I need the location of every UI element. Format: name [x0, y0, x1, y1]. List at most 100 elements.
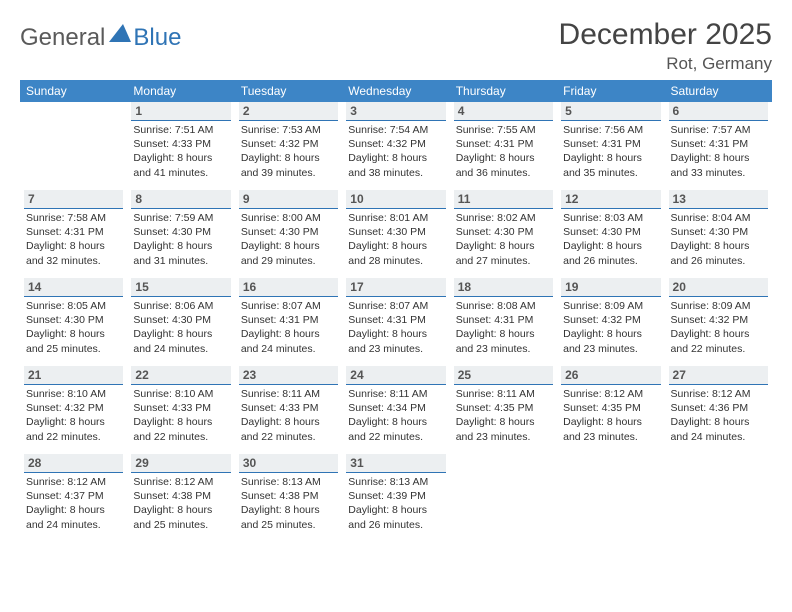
- daylight-line2: and 23 minutes.: [348, 342, 443, 356]
- daylight-line1: Daylight: 8 hours: [348, 327, 443, 341]
- sunset-text: Sunset: 4:34 PM: [348, 401, 443, 415]
- day-cell: 20Sunrise: 8:09 AMSunset: 4:32 PMDayligh…: [665, 278, 772, 360]
- sunrise-text: Sunrise: 8:11 AM: [241, 387, 336, 401]
- day-info: Sunrise: 7:54 AMSunset: 4:32 PMDaylight:…: [346, 123, 445, 180]
- day-cell: 11Sunrise: 8:02 AMSunset: 4:30 PMDayligh…: [450, 190, 557, 272]
- day-info: Sunrise: 7:58 AMSunset: 4:31 PMDaylight:…: [24, 211, 123, 268]
- daylight-line1: Daylight: 8 hours: [133, 415, 228, 429]
- day-info: Sunrise: 8:06 AMSunset: 4:30 PMDaylight:…: [131, 299, 230, 356]
- day-number: 18: [454, 278, 553, 297]
- col-saturday: Saturday: [665, 80, 772, 102]
- daylight-line1: Daylight: 8 hours: [563, 327, 658, 341]
- sunset-text: Sunset: 4:36 PM: [671, 401, 766, 415]
- daylight-line2: and 22 minutes.: [133, 430, 228, 444]
- day-info: Sunrise: 8:00 AMSunset: 4:30 PMDaylight:…: [239, 211, 338, 268]
- sunrise-text: Sunrise: 7:56 AM: [563, 123, 658, 137]
- calendar-cell: 8Sunrise: 7:59 AMSunset: 4:30 PMDaylight…: [127, 190, 234, 278]
- sunrise-text: Sunrise: 8:13 AM: [348, 475, 443, 489]
- sunset-text: Sunset: 4:37 PM: [26, 489, 121, 503]
- day-cell: 7Sunrise: 7:58 AMSunset: 4:31 PMDaylight…: [20, 190, 127, 272]
- sunrise-text: Sunrise: 8:02 AM: [456, 211, 551, 225]
- day-info: Sunrise: 8:10 AMSunset: 4:33 PMDaylight:…: [131, 387, 230, 444]
- day-number: 4: [454, 102, 553, 121]
- daylight-line2: and 28 minutes.: [348, 254, 443, 268]
- daylight-line2: and 22 minutes.: [241, 430, 336, 444]
- daylight-line1: Daylight: 8 hours: [348, 151, 443, 165]
- day-number: 12: [561, 190, 660, 209]
- daylight-line1: Daylight: 8 hours: [241, 415, 336, 429]
- daylight-line2: and 38 minutes.: [348, 166, 443, 180]
- day-cell: 25Sunrise: 8:11 AMSunset: 4:35 PMDayligh…: [450, 366, 557, 448]
- day-info: Sunrise: 7:57 AMSunset: 4:31 PMDaylight:…: [669, 123, 768, 180]
- sunset-text: Sunset: 4:35 PM: [456, 401, 551, 415]
- location: Rot, Germany: [559, 54, 772, 74]
- day-info: Sunrise: 7:55 AMSunset: 4:31 PMDaylight:…: [454, 123, 553, 180]
- daylight-line2: and 26 minutes.: [348, 518, 443, 532]
- day-cell: 12 Sunrise: 8:03 AMSunset: 4:30 PMDayligh…: [557, 190, 664, 272]
- sunset-text: Sunset: 4:30 PM: [671, 225, 766, 239]
- calendar-row: 1Sunrise: 7:51 AMSunset: 4:33 PMDaylight…: [20, 102, 772, 190]
- day-cell: 3Sunrise: 7:54 AMSunset: 4:32 PMDaylight…: [342, 102, 449, 184]
- calendar-cell: 28Sunrise: 8:12 AMSunset: 4:37 PMDayligh…: [20, 454, 127, 542]
- sunset-text: Sunset: 4:31 PM: [456, 313, 551, 327]
- day-number: 31: [346, 454, 445, 473]
- sunrise-text: Sunrise: 8:12 AM: [26, 475, 121, 489]
- daylight-line2: and 32 minutes.: [26, 254, 121, 268]
- day-number: 20: [669, 278, 768, 297]
- daylight-line2: and 24 minutes.: [241, 342, 336, 356]
- daylight-line2: and 23 minutes.: [456, 430, 551, 444]
- calendar-cell: 16Sunrise: 8:07 AMSunset: 4:31 PMDayligh…: [235, 278, 342, 366]
- daylight-line1: Daylight: 8 hours: [133, 503, 228, 517]
- daylight-line1: Daylight: 8 hours: [456, 239, 551, 253]
- day-cell: 19Sunrise: 8:09 AMSunset: 4:32 PMDayligh…: [557, 278, 664, 360]
- day-number: 30: [239, 454, 338, 473]
- sunset-text: Sunset: 4:30 PM: [241, 225, 336, 239]
- day-number: 26: [561, 366, 660, 385]
- day-info: Sunrise: 8:02 AMSunset: 4:30 PMDaylight:…: [454, 211, 553, 268]
- daylight-line1: Daylight: 8 hours: [133, 327, 228, 341]
- day-number: 1: [131, 102, 230, 121]
- day-cell: 8Sunrise: 7:59 AMSunset: 4:30 PMDaylight…: [127, 190, 234, 272]
- day-number: 25: [454, 366, 553, 385]
- day-info: Sunrise: 8:07 AMSunset: 4:31 PMDaylight:…: [346, 299, 445, 356]
- day-number: 17: [346, 278, 445, 297]
- day-cell: 14Sunrise: 8:05 AMSunset: 4:30 PMDayligh…: [20, 278, 127, 360]
- daylight-line1: Daylight: 8 hours: [241, 503, 336, 517]
- calendar-cell: 5Sunrise: 7:56 AMSunset: 4:31 PMDaylight…: [557, 102, 664, 190]
- day-info: Sunrise: 8:11 AMSunset: 4:33 PMDaylight:…: [239, 387, 338, 444]
- day-cell: 13Sunrise: 8:04 AMSunset: 4:30 PMDayligh…: [665, 190, 772, 272]
- day-number: 14: [24, 278, 123, 297]
- daylight-line2: and 24 minutes.: [671, 430, 766, 444]
- sunset-text: Sunset: 4:31 PM: [241, 313, 336, 327]
- header-row: Sunday Monday Tuesday Wednesday Thursday…: [20, 80, 772, 102]
- sunset-text: Sunset: 4:31 PM: [456, 137, 551, 151]
- daylight-line1: Daylight: 8 hours: [241, 239, 336, 253]
- daylight-line1: Daylight: 8 hours: [348, 503, 443, 517]
- daylight-line2: and 26 minutes.: [563, 254, 658, 268]
- calendar-cell: 31Sunrise: 8:13 AMSunset: 4:39 PMDayligh…: [342, 454, 449, 542]
- logo-triangle-icon: [109, 24, 131, 42]
- calendar-cell: 19Sunrise: 8:09 AMSunset: 4:32 PMDayligh…: [557, 278, 664, 366]
- sunset-text: Sunset: 4:31 PM: [26, 225, 121, 239]
- sunrise-text: Sunrise: 8:03 AM: [563, 211, 658, 225]
- daylight-line2: and 23 minutes.: [563, 342, 658, 356]
- sunset-text: Sunset: 4:33 PM: [133, 137, 228, 151]
- day-cell: 29Sunrise: 8:12 AMSunset: 4:38 PMDayligh…: [127, 454, 234, 536]
- sunset-text: Sunset: 4:32 PM: [563, 313, 658, 327]
- sunset-text: Sunset: 4:32 PM: [348, 137, 443, 151]
- calendar-cell: 29Sunrise: 8:12 AMSunset: 4:38 PMDayligh…: [127, 454, 234, 542]
- daylight-line1: Daylight: 8 hours: [26, 503, 121, 517]
- sunrise-text: Sunrise: 7:55 AM: [456, 123, 551, 137]
- daylight-line1: Daylight: 8 hours: [563, 151, 658, 165]
- day-info: Sunrise: 8:03 AMSunset: 4:30 PMDaylight:…: [561, 211, 660, 268]
- day-cell: 10Sunrise: 8:01 AMSunset: 4:30 PMDayligh…: [342, 190, 449, 272]
- daylight-line1: Daylight: 8 hours: [26, 239, 121, 253]
- daylight-line2: and 27 minutes.: [456, 254, 551, 268]
- day-info: Sunrise: 8:08 AMSunset: 4:31 PMDaylight:…: [454, 299, 553, 356]
- sunset-text: Sunset: 4:30 PM: [348, 225, 443, 239]
- day-info: Sunrise: 8:12 AMSunset: 4:37 PMDaylight:…: [24, 475, 123, 532]
- daylight-line2: and 25 minutes.: [26, 342, 121, 356]
- day-cell: 22Sunrise: 8:10 AMSunset: 4:33 PMDayligh…: [127, 366, 234, 448]
- daylight-line2: and 36 minutes.: [456, 166, 551, 180]
- day-number: 23: [239, 366, 338, 385]
